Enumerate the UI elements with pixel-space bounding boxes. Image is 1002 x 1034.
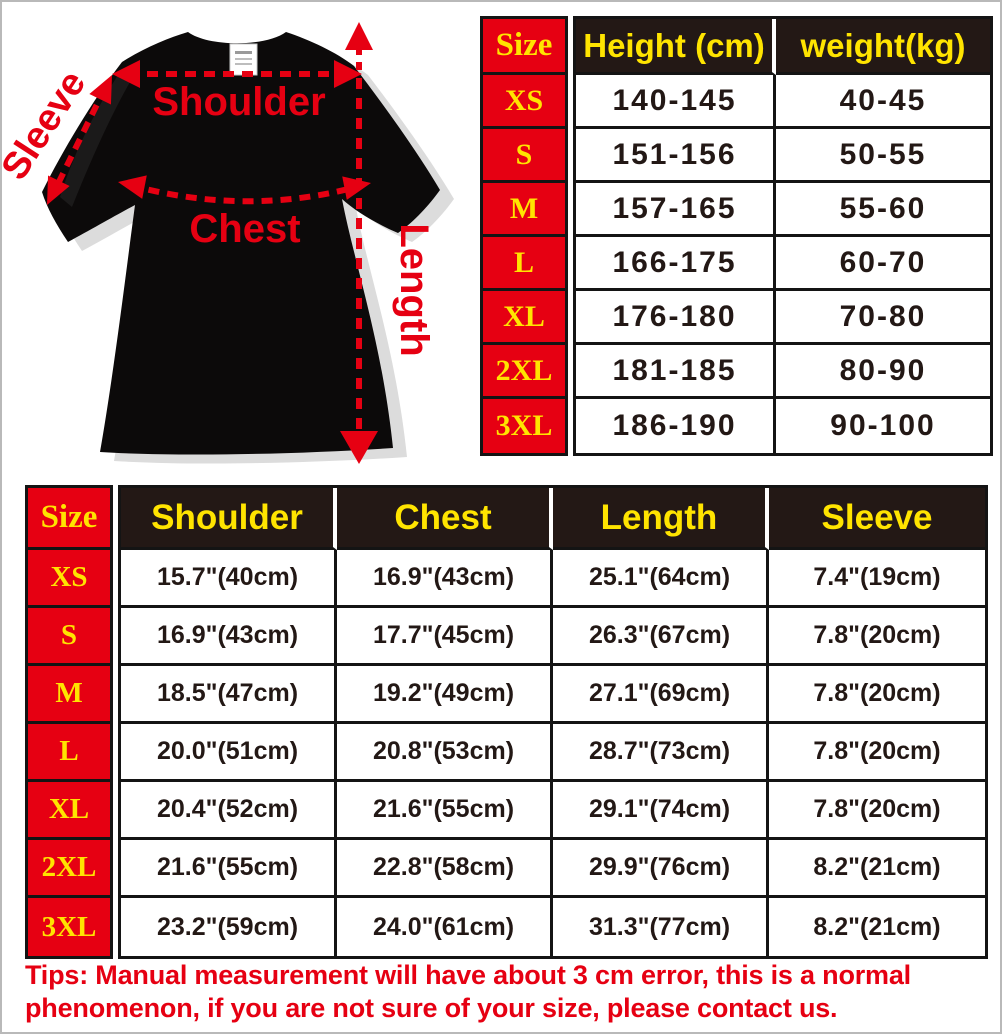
shoulder-label: Shoulder bbox=[152, 80, 325, 124]
chest-arrow bbox=[118, 175, 371, 205]
neck-tag bbox=[229, 43, 258, 76]
weight-value: 80-90 bbox=[776, 345, 990, 399]
shoulder-header: Shoulder bbox=[121, 488, 337, 550]
height-value: 140-145 bbox=[576, 75, 776, 129]
size-label: XL bbox=[483, 291, 565, 345]
height-value: 166-175 bbox=[576, 237, 776, 291]
length-value: 31.3"(77cm) bbox=[553, 898, 769, 956]
weight-value: 60-70 bbox=[776, 237, 990, 291]
sleeve-value: 7.4"(19cm) bbox=[769, 550, 985, 608]
size-label: S bbox=[483, 129, 565, 183]
weight-value: 90-100 bbox=[830, 409, 936, 442]
size-label: XL bbox=[28, 782, 110, 840]
chest-value: 19.2"(49cm) bbox=[337, 666, 553, 724]
height-value: 186-190 bbox=[576, 399, 776, 453]
tips-line-1: Tips: Manual measurement will have about… bbox=[25, 960, 911, 990]
sleeve-highlight bbox=[60, 72, 130, 207]
chest-value: 17.7"(45cm) bbox=[337, 608, 553, 666]
sleeve-value: 7.8"(20cm) bbox=[769, 608, 985, 666]
shoulder-value: 16.9"(43cm) bbox=[121, 608, 337, 666]
weight-value: 50-55 bbox=[776, 129, 990, 183]
measurements-table: Size XS S M L XL 2XL 3XL Shoulder Chest … bbox=[25, 485, 988, 959]
weight-value: 40-45 bbox=[776, 75, 990, 129]
length-value: 29.1"(74cm) bbox=[553, 782, 769, 840]
sleeve-header: Sleeve bbox=[769, 488, 985, 550]
length-value: 28.7"(73cm) bbox=[553, 724, 769, 782]
height-weight-size-column: Size XS S M L XL 2XL 3XL bbox=[480, 16, 568, 456]
chest-value: 24.0"(61cm) bbox=[337, 898, 553, 956]
sleeve-arrow bbox=[47, 75, 112, 205]
shoulder-value: 15.7"(40cm) bbox=[121, 550, 337, 608]
chest-value: 20.8"(53cm) bbox=[337, 724, 553, 782]
size-label: M bbox=[28, 666, 110, 724]
size-label: XS bbox=[483, 75, 565, 129]
height-value: 181-185 bbox=[576, 345, 776, 399]
chest-label: Chest bbox=[189, 207, 300, 251]
measurements-grid: Shoulder Chest Length Sleeve 15.7"(40cm)… bbox=[118, 485, 988, 959]
collar-up-arrow bbox=[345, 22, 373, 70]
length-label: Length bbox=[392, 223, 436, 356]
size-label: 2XL bbox=[483, 345, 565, 399]
tshirt-measurement-diagram: Shoulder Length Chest bbox=[2, 2, 472, 472]
measurements-size-column: Size XS S M L XL 2XL 3XL bbox=[25, 485, 113, 959]
height-header: Height (cm) bbox=[576, 19, 776, 75]
tshirt-graphic: Shoulder Length Chest bbox=[2, 22, 454, 464]
size-header: Size bbox=[28, 488, 110, 550]
length-header: Length bbox=[553, 488, 769, 550]
size-label: 3XL bbox=[28, 898, 110, 956]
shoulder-value: 18.5"(47cm) bbox=[121, 666, 337, 724]
size-label: 3XL bbox=[483, 399, 565, 453]
size-label: L bbox=[483, 237, 565, 291]
sleeve-value: 7.8"(20cm) bbox=[769, 724, 985, 782]
shoulder-value: 23.2"(59cm) bbox=[121, 898, 337, 956]
chest-value: 22.8"(58cm) bbox=[337, 840, 553, 898]
size-label: S bbox=[28, 608, 110, 666]
size-label: L bbox=[28, 724, 110, 782]
tips-note: Tips: Manual measurement will have about… bbox=[25, 959, 993, 1025]
chest-value: 16.9"(43cm) bbox=[337, 550, 553, 608]
weight-header: weight(kg) bbox=[776, 19, 990, 75]
size-label: XS bbox=[28, 550, 110, 608]
chest-value: 21.6"(55cm) bbox=[337, 782, 553, 840]
size-label: M bbox=[483, 183, 565, 237]
height-value: 157-165 bbox=[576, 183, 776, 237]
sleeve-value: 8.2"(21cm) bbox=[769, 840, 985, 898]
height-weight-table: Size XS S M L XL 2XL 3XL Height (cm) wei… bbox=[480, 16, 993, 456]
sleeve-value: 7.8"(20cm) bbox=[769, 666, 985, 724]
tips-line-2: phenomenon, if you are not sure of your … bbox=[25, 993, 838, 1023]
size-label: 2XL bbox=[28, 840, 110, 898]
height-value: 176-180 bbox=[576, 291, 776, 345]
length-value: 29.9"(76cm) bbox=[553, 840, 769, 898]
length-value: 25.1"(64cm) bbox=[553, 550, 769, 608]
shoulder-value: 21.6"(55cm) bbox=[121, 840, 337, 898]
shoulder-value: 20.0"(51cm) bbox=[121, 724, 337, 782]
shoulder-arrow bbox=[112, 60, 362, 88]
length-value: 26.3"(67cm) bbox=[553, 608, 769, 666]
weight-value: 55-60 bbox=[776, 183, 990, 237]
tshirt-silhouette bbox=[42, 32, 440, 455]
chest-header: Chest bbox=[337, 488, 553, 550]
length-arrow bbox=[340, 78, 378, 464]
shoulder-value: 20.4"(52cm) bbox=[121, 782, 337, 840]
sleeve-value: 7.8"(20cm) bbox=[769, 782, 985, 840]
weight-value: 70-80 bbox=[776, 291, 990, 345]
size-header: Size bbox=[483, 19, 565, 75]
sleeve-value: 8.2"(21cm) bbox=[813, 912, 941, 941]
height-value: 151-156 bbox=[576, 129, 776, 183]
length-value: 27.1"(69cm) bbox=[553, 666, 769, 724]
height-weight-grid: Height (cm) weight(kg) 140-145 40-45 151… bbox=[573, 16, 993, 456]
